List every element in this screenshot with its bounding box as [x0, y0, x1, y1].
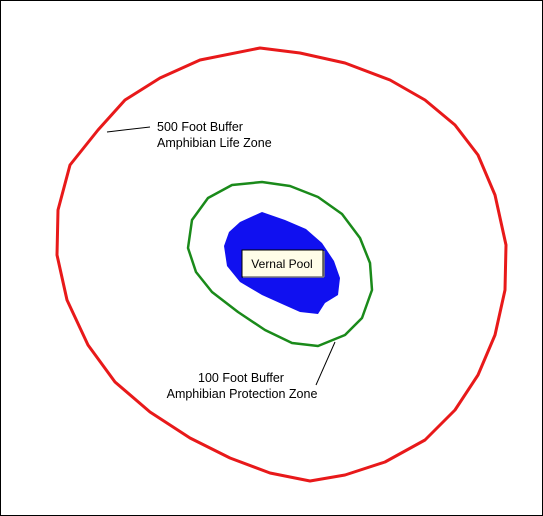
pool-label-text: Vernal Pool: [251, 257, 312, 271]
outer-buffer-leader-line: [106, 126, 151, 133]
pool-label: Vernal Pool: [241, 249, 325, 278]
outer-buffer-label-line2: Amphibian Life Zone: [157, 136, 272, 150]
frame-left-border: [0, 0, 1, 515]
inner-buffer-leader-line: [315, 341, 336, 386]
frame-top-border: [0, 0, 542, 1]
outer-buffer-label-line1: 500 Foot Buffer: [157, 120, 243, 134]
inner-buffer-100ft: [186, 180, 374, 348]
outer-buffer-500ft: [55, 46, 508, 483]
pool-label-box: [241, 249, 324, 278]
inner-buffer-label-line2: Amphibian Protection Zone: [167, 387, 318, 401]
inner-buffer-label-line1: 100 Foot Buffer: [198, 371, 284, 385]
